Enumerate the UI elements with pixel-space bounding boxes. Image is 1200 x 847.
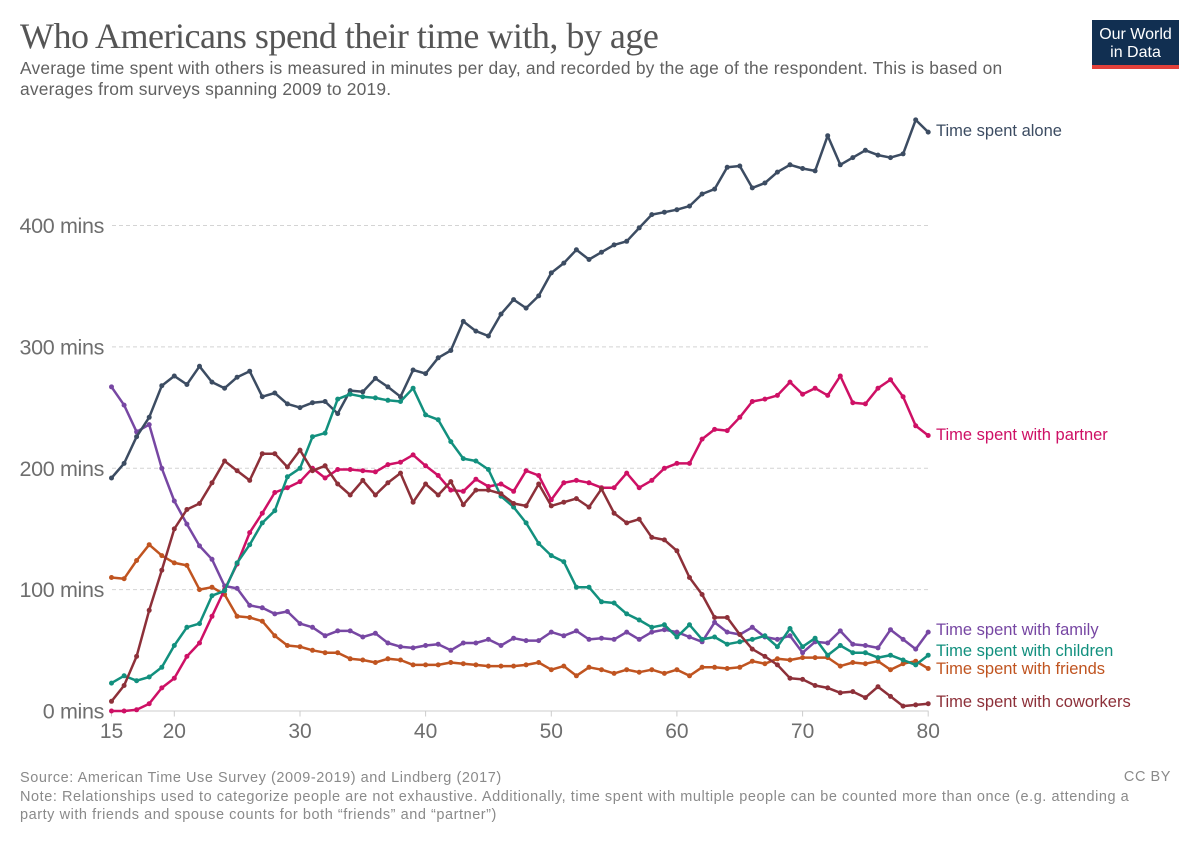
svg-text:Time spent with friends: Time spent with friends <box>936 660 1105 678</box>
svg-text:400 mins: 400 mins <box>20 214 104 238</box>
svg-text:Time spent with coworkers: Time spent with coworkers <box>936 693 1131 711</box>
svg-text:70: 70 <box>791 720 814 743</box>
svg-text:Time spent with children: Time spent with children <box>936 642 1113 660</box>
svg-text:60: 60 <box>665 720 688 743</box>
svg-text:30: 30 <box>288 720 311 743</box>
svg-text:20: 20 <box>163 720 186 743</box>
svg-text:Time spent with partner: Time spent with partner <box>936 426 1108 444</box>
svg-text:0 mins: 0 mins <box>43 700 104 724</box>
svg-text:Time spent alone: Time spent alone <box>936 122 1062 140</box>
svg-text:15: 15 <box>100 720 123 743</box>
svg-text:300 mins: 300 mins <box>20 335 104 359</box>
svg-text:40: 40 <box>414 720 437 743</box>
svg-text:Time spent with family: Time spent with family <box>936 621 1099 639</box>
svg-text:100 mins: 100 mins <box>20 578 104 602</box>
svg-text:50: 50 <box>540 720 563 743</box>
svg-text:200 mins: 200 mins <box>20 457 104 481</box>
svg-text:80: 80 <box>917 720 940 743</box>
